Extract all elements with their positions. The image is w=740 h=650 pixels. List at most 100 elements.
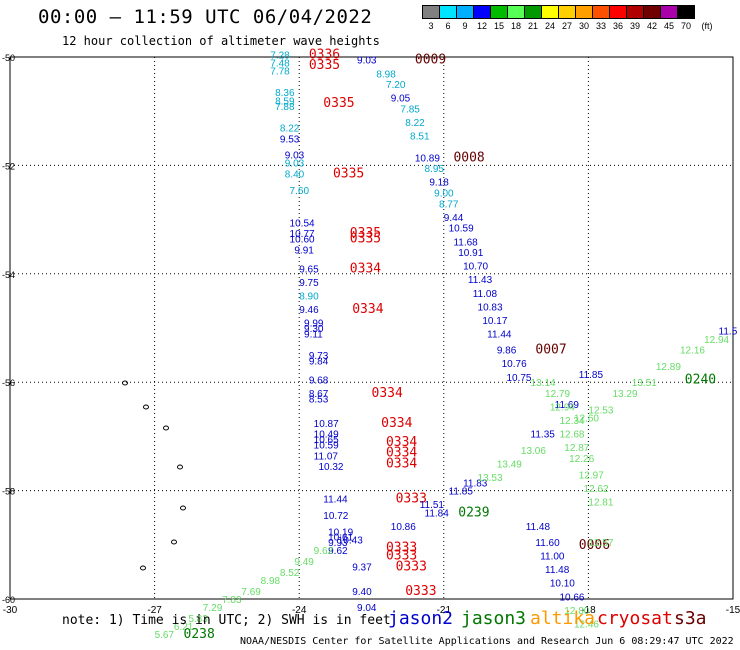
y-tick-label: -58 xyxy=(2,487,15,497)
wave-height-label: 10.83 xyxy=(478,302,503,313)
island-outline xyxy=(143,404,149,410)
wave-height-label: 10.86 xyxy=(391,522,416,533)
wave-height-label: 10.49 xyxy=(314,430,339,441)
wave-height-label: 8.53 xyxy=(309,394,329,405)
pass-time-label: 0239 xyxy=(458,505,489,520)
wave-height-label: 10.59 xyxy=(449,224,474,235)
wave-height-label: 11.00 xyxy=(540,552,565,563)
wave-height-label: 12.46 xyxy=(574,619,599,630)
wave-height-label: 11.51 xyxy=(420,500,445,511)
pass-time-label: 0334 xyxy=(352,302,383,317)
wave-height-label: 9.62 xyxy=(314,546,334,557)
wave-height-label: 9.91 xyxy=(294,245,314,256)
wave-height-label: 11.44 xyxy=(323,495,348,506)
wave-height-label: 12.53 xyxy=(588,405,613,416)
wave-height-label: 9.99 xyxy=(304,319,324,330)
island-outline xyxy=(122,380,128,386)
wave-height-label: 8.77 xyxy=(439,199,459,210)
color-bar-tick-label: 27 xyxy=(561,21,573,31)
footer-credit: NOAA/NESDIS Center for Satellite Applica… xyxy=(240,636,734,647)
wave-height-label: 11.84 xyxy=(425,508,450,519)
wave-height-label: 9.00 xyxy=(434,189,454,200)
wave-height-label: 11.35 xyxy=(531,430,556,441)
color-bar-tick-label: 70 xyxy=(680,21,692,31)
pass-time-label: 0006 xyxy=(579,538,610,553)
footer-note: note: 1) Time is in UTC; 2) SWH is in fe… xyxy=(62,613,391,628)
pass-time-label: 0335 xyxy=(323,96,354,111)
wave-height-label: 7.69 xyxy=(241,587,261,598)
wave-height-label: 10.17 xyxy=(482,316,507,327)
color-bar-tick-label: 39 xyxy=(629,21,641,31)
wave-height-label: 13.51 xyxy=(632,378,657,389)
color-bar-tick-label: 30 xyxy=(578,21,590,31)
wave-height-label: 12.79 xyxy=(545,389,570,400)
wave-height-label: 12.26 xyxy=(569,454,594,465)
wave-height-label: 8.22 xyxy=(280,123,300,134)
x-tick-label: -21 xyxy=(437,605,452,616)
color-bar-tick-label: 24 xyxy=(544,21,556,31)
wave-height-label: 11.08 xyxy=(473,289,498,300)
wave-height-label: 9.18 xyxy=(429,178,449,189)
x-tick-label: -24 xyxy=(292,605,307,616)
wave-height-label: 9.05 xyxy=(391,94,411,105)
y-tick-label: -52 xyxy=(2,161,15,171)
island-outline xyxy=(140,565,146,571)
wave-height-label: 8.90 xyxy=(299,291,319,302)
wave-height-label: 11.85 xyxy=(449,487,474,498)
wave-height-label: 8.36 xyxy=(275,88,295,99)
wave-height-label: 12.62 xyxy=(584,484,609,495)
wave-height-label: 11.48 xyxy=(545,565,570,576)
wave-height-label: 7.20 xyxy=(386,80,406,91)
wave-height-label: 11.48 xyxy=(526,522,551,533)
color-bar-cell xyxy=(677,5,695,19)
wave-height-label: 7.85 xyxy=(400,104,420,115)
wave-height-label: 12.60 xyxy=(574,413,599,424)
color-bar-unit-label: (ft) xyxy=(701,21,713,31)
wave-height-label: 12.68 xyxy=(559,430,584,441)
wave-height-label: 13.49 xyxy=(497,460,522,471)
wave-height-label: 13.14 xyxy=(531,378,556,389)
y-tick-label: -56 xyxy=(2,378,15,388)
wave-height-label: 9.49 xyxy=(294,557,314,568)
pass-time-label: 0335 xyxy=(350,232,381,247)
wave-height-label: 10.65 xyxy=(314,435,339,446)
wave-height-label: 7.29 xyxy=(203,603,223,614)
pass-time-label: 0240 xyxy=(685,372,716,387)
wave-height-label: 8.95 xyxy=(425,164,445,175)
wave-height-label: 8.22 xyxy=(405,118,425,129)
x-tick-label: -15 xyxy=(726,605,740,616)
pass-time-label: 0335 xyxy=(309,58,340,73)
pass-time-label: 0007 xyxy=(535,343,566,358)
wave-height-label: 12.57 xyxy=(588,538,613,549)
legend-jason3: jason3 xyxy=(461,608,527,629)
wave-height-label: 13.29 xyxy=(613,389,638,400)
pass-time-label: 0333 xyxy=(386,541,417,556)
wave-height-label: 11.44 xyxy=(487,329,512,340)
y-tick-label: -50 xyxy=(2,53,15,63)
wave-height-label: 7.48 xyxy=(270,58,290,69)
wave-height-label: 10.32 xyxy=(318,462,343,473)
pass-time-label: 0333 xyxy=(396,492,427,507)
pass-time-label: 0335 xyxy=(333,167,364,182)
color-bar-tick-label: 33 xyxy=(595,21,607,31)
wave-height-label: 9.65 xyxy=(299,264,319,275)
wave-height-label: 10.66 xyxy=(559,592,584,603)
wave-height-label: 9.11 xyxy=(304,329,323,340)
color-bar-tick-label: 15 xyxy=(493,21,505,31)
wave-height-label: 9.86 xyxy=(497,346,517,357)
wave-height-label: 5.67 xyxy=(155,630,175,641)
color-bar-tick-label: 21 xyxy=(527,21,539,31)
wave-height-label: 9.40 xyxy=(352,587,372,598)
wave-height-label: 10.91 xyxy=(458,248,483,259)
wave-height-label: 9.04 xyxy=(357,603,377,614)
wave-height-label: 9.73 xyxy=(309,351,329,362)
wave-height-label: 10.59 xyxy=(314,441,339,452)
wave-height-label: 8.40 xyxy=(285,170,305,181)
wave-height-label: 7.78 xyxy=(270,67,290,78)
wave-height-label: 12.89 xyxy=(656,362,681,373)
page-subtitle: 12 hour collection of altimeter wave hei… xyxy=(62,34,380,48)
wave-height-label: 9.62 xyxy=(328,546,348,557)
wave-height-label: 10.75 xyxy=(506,373,531,384)
wave-height-label: 9.46 xyxy=(299,305,319,316)
pass-time-label: 0009 xyxy=(415,53,446,68)
